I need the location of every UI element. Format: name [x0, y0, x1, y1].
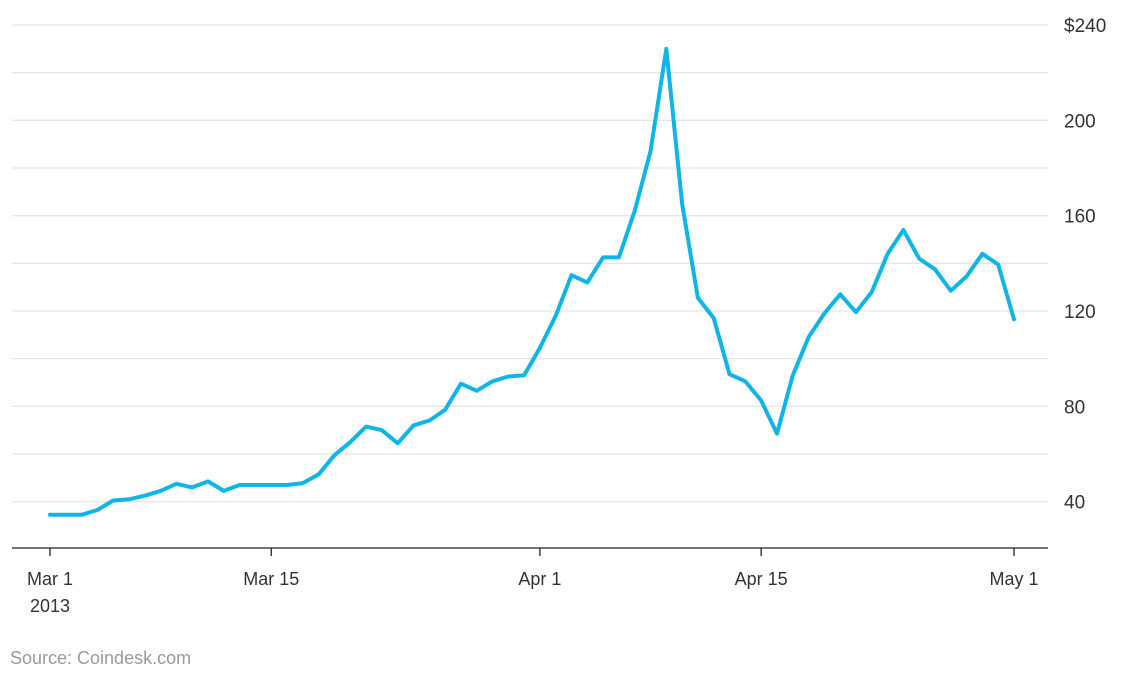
x-tick-label: Mar 1 — [27, 569, 73, 589]
series-layer — [48, 46, 1016, 517]
y-tick-label: 80 — [1064, 397, 1085, 418]
source-note: Source: Coindesk.com — [10, 648, 192, 668]
x-tick-sublabel: 2013 — [30, 596, 70, 616]
x-tick-label: Apr 15 — [735, 569, 788, 589]
x-tick-label: Apr 1 — [518, 569, 561, 589]
y-tick-label: 120 — [1064, 302, 1096, 323]
x-tick-label: May 1 — [989, 569, 1038, 589]
y-tick-label: 160 — [1064, 207, 1096, 228]
price-series-line — [48, 46, 1016, 517]
y-tick-label: 40 — [1064, 493, 1085, 514]
x-axis — [12, 547, 1048, 556]
x-axis-labels: Mar 1 2013 Mar 15 Apr 1 Apr 15 May 1 — [27, 569, 1039, 616]
gridlines — [12, 24, 1048, 503]
y-tick-label: $240 — [1064, 16, 1106, 37]
y-axis-labels: 40 80 120 160 200 $240 — [1064, 16, 1106, 514]
y-tick-label: 200 — [1064, 111, 1096, 132]
x-tick-label: Mar 15 — [243, 569, 299, 589]
